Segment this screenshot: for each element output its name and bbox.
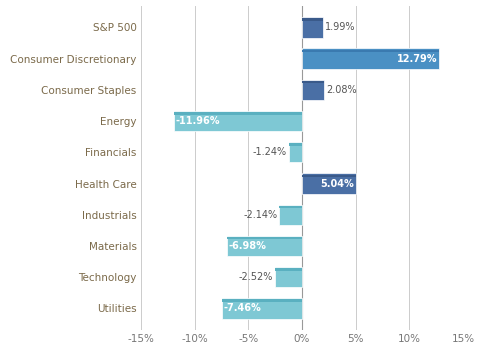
Text: 5.04%: 5.04%: [321, 178, 354, 189]
Bar: [279, 206, 302, 208]
Bar: [302, 80, 324, 100]
Text: -2.14%: -2.14%: [243, 210, 277, 220]
Bar: [302, 17, 323, 37]
Bar: [302, 175, 356, 177]
Bar: [302, 50, 439, 52]
Text: -2.52%: -2.52%: [239, 272, 273, 282]
Text: -7.46%: -7.46%: [223, 303, 261, 313]
Bar: [288, 142, 302, 162]
Bar: [288, 144, 302, 146]
Bar: [227, 237, 302, 239]
Bar: [174, 112, 302, 114]
Bar: [302, 19, 323, 21]
Bar: [302, 173, 356, 194]
Bar: [275, 267, 302, 287]
Bar: [227, 236, 302, 256]
Text: 1.99%: 1.99%: [325, 22, 355, 33]
Text: -6.98%: -6.98%: [228, 241, 266, 251]
Bar: [275, 268, 302, 271]
Text: 2.08%: 2.08%: [326, 85, 357, 95]
Bar: [222, 298, 302, 318]
Text: -11.96%: -11.96%: [175, 116, 220, 126]
Bar: [174, 111, 302, 131]
Bar: [222, 300, 302, 302]
Bar: [279, 205, 302, 225]
Bar: [302, 81, 324, 83]
Bar: [302, 49, 439, 69]
Text: -1.24%: -1.24%: [253, 147, 287, 157]
Text: 12.79%: 12.79%: [397, 54, 438, 64]
